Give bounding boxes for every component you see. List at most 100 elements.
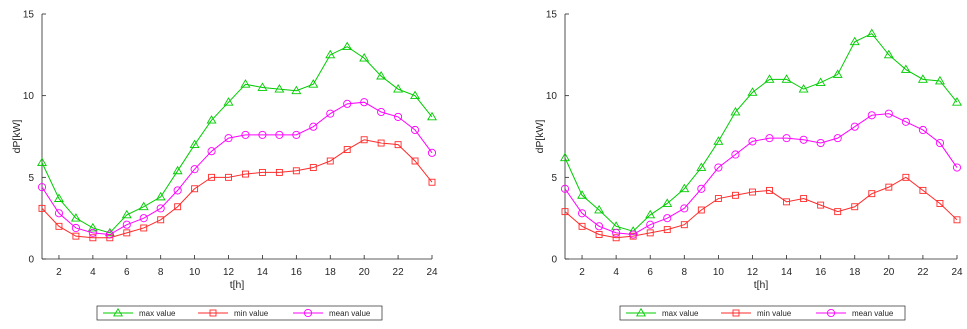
data-point bbox=[258, 168, 266, 176]
data-point bbox=[410, 90, 421, 100]
data-point bbox=[815, 77, 826, 86]
x-tick-label: 2 bbox=[56, 267, 62, 278]
data-point bbox=[54, 209, 64, 218]
data-point bbox=[782, 134, 791, 143]
series-line bbox=[41, 101, 433, 236]
x-tick-label: 4 bbox=[90, 267, 96, 278]
x-tick-label: 2 bbox=[579, 267, 585, 278]
data-point bbox=[325, 49, 336, 59]
y-tick-label: 15 bbox=[546, 10, 558, 21]
series-mean-value bbox=[560, 109, 962, 239]
data-point bbox=[919, 186, 927, 194]
data-point bbox=[680, 221, 688, 229]
data-point bbox=[662, 198, 673, 207]
data-point bbox=[206, 115, 217, 124]
data-point bbox=[696, 162, 707, 171]
data-point bbox=[646, 220, 655, 229]
data-point bbox=[105, 230, 114, 239]
data-point bbox=[274, 84, 285, 93]
data-point bbox=[714, 195, 722, 203]
x-tick-label: 8 bbox=[682, 267, 688, 278]
data-point bbox=[225, 173, 232, 181]
data-point bbox=[697, 206, 705, 214]
legend: max value min value mean value bbox=[619, 305, 906, 321]
x-tick-label: 10 bbox=[713, 267, 725, 278]
data-point bbox=[326, 109, 335, 118]
data-point bbox=[123, 229, 131, 237]
data-point bbox=[242, 170, 249, 178]
data-point bbox=[224, 134, 233, 143]
data-point bbox=[645, 209, 656, 219]
data-point bbox=[155, 191, 166, 201]
data-point bbox=[646, 229, 654, 237]
data-point bbox=[172, 165, 183, 175]
legend-label: mean value bbox=[852, 309, 894, 318]
data-point bbox=[868, 190, 876, 198]
x-tick-label: 24 bbox=[426, 267, 438, 278]
data-point bbox=[834, 208, 842, 216]
data-point bbox=[953, 216, 961, 224]
data-point bbox=[72, 232, 80, 240]
data-point bbox=[377, 107, 386, 117]
x-tick-label: 6 bbox=[647, 267, 653, 278]
data-point bbox=[190, 165, 199, 174]
data-point bbox=[292, 130, 301, 139]
data-point bbox=[394, 141, 402, 149]
x-tick-label: 20 bbox=[883, 267, 895, 278]
data-point bbox=[748, 137, 757, 146]
data-point bbox=[867, 111, 876, 120]
y-tick-label: 5 bbox=[551, 173, 557, 184]
data-point bbox=[764, 74, 775, 83]
data-point bbox=[55, 222, 63, 230]
data-point bbox=[936, 200, 944, 207]
data-point bbox=[731, 191, 739, 199]
data-point bbox=[258, 130, 267, 139]
data-point bbox=[275, 130, 284, 139]
legend-label: min value bbox=[234, 309, 269, 318]
data-point bbox=[174, 203, 182, 211]
data-point bbox=[275, 168, 283, 176]
data-point bbox=[849, 36, 860, 46]
series-max-value bbox=[560, 28, 962, 235]
data-point bbox=[104, 227, 115, 237]
y-tick-label: 0 bbox=[551, 255, 557, 266]
legend-marker-triangle bbox=[113, 307, 123, 317]
data-point bbox=[817, 201, 825, 209]
data-point bbox=[37, 157, 47, 167]
data-point bbox=[140, 224, 148, 232]
data-point bbox=[713, 136, 724, 145]
series-min-value bbox=[561, 173, 961, 242]
y-tick-label: 0 bbox=[28, 255, 34, 266]
data-point bbox=[765, 134, 774, 143]
series-line bbox=[564, 113, 958, 236]
data-point bbox=[800, 195, 808, 203]
data-point bbox=[783, 198, 791, 206]
data-point bbox=[799, 135, 808, 144]
data-point bbox=[122, 220, 131, 229]
data-point bbox=[781, 74, 792, 83]
data-point bbox=[952, 163, 962, 172]
data-point bbox=[594, 204, 605, 214]
data-point bbox=[577, 190, 588, 199]
data-point bbox=[935, 138, 945, 148]
data-point bbox=[595, 222, 604, 231]
data-point bbox=[850, 122, 859, 131]
data-point bbox=[377, 139, 385, 147]
data-point bbox=[38, 204, 46, 212]
data-point bbox=[731, 150, 740, 159]
data-point bbox=[359, 53, 370, 62]
data-point bbox=[53, 193, 64, 202]
data-point bbox=[208, 173, 216, 181]
data-point bbox=[189, 139, 200, 149]
data-point bbox=[292, 167, 300, 175]
x-tick-label: 4 bbox=[613, 267, 619, 278]
x-tick-label: 18 bbox=[849, 267, 861, 278]
series-line bbox=[41, 139, 433, 239]
data-point bbox=[766, 186, 773, 194]
data-point bbox=[577, 209, 587, 218]
data-point bbox=[952, 97, 962, 106]
data-point bbox=[714, 163, 723, 172]
